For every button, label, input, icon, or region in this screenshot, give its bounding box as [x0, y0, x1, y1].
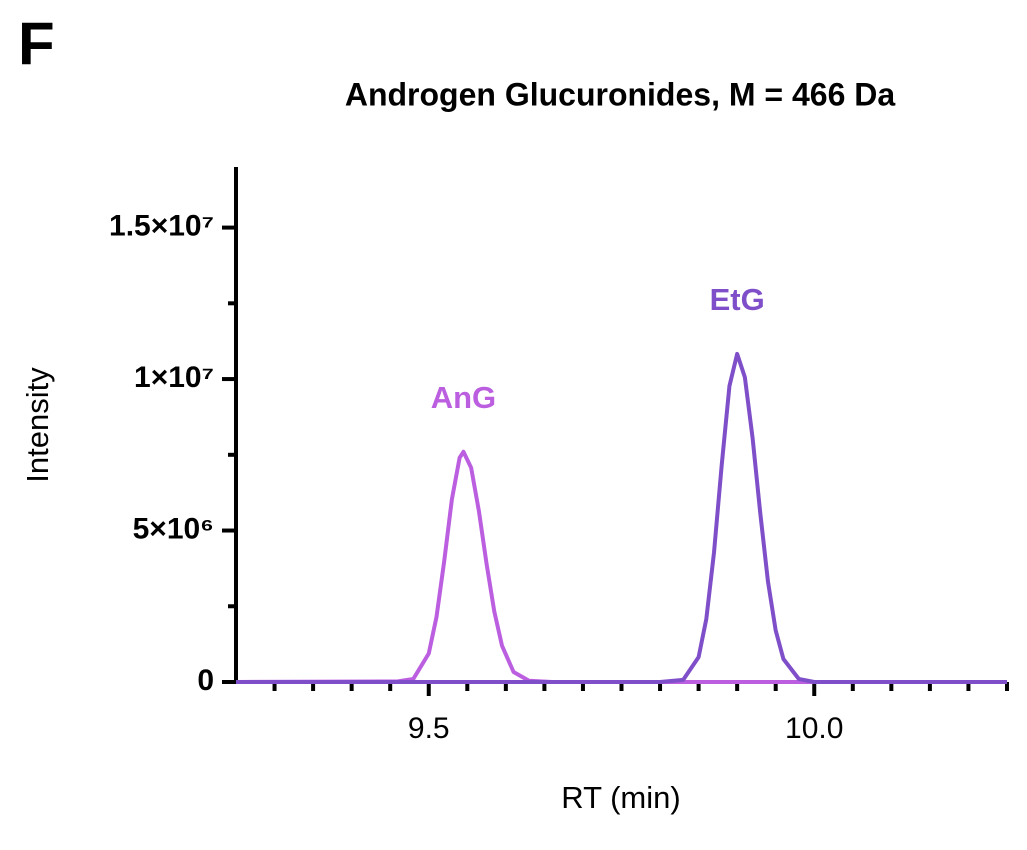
peak-line [235, 449, 1007, 684]
x-tick-label: 10.0 [785, 712, 843, 745]
y-tick-label: 0 [197, 664, 214, 697]
panel-letter: F [18, 10, 55, 77]
y-tick-label: 5×10⁶ [133, 512, 214, 545]
y-axis-label: Intensity [20, 367, 55, 483]
x-axis-label: RT (min) [561, 780, 680, 815]
peak-line [236, 351, 1007, 684]
y-tick-label: 1.5×10⁷ [109, 210, 214, 243]
x-tick-label: 9.5 [408, 712, 450, 745]
chart-title: Androgen Glucuronides, M = 466 Da [345, 76, 896, 112]
peak-label: AnG [431, 380, 496, 415]
peak-label: EtG [710, 282, 765, 317]
y-tick-label: 1×10⁷ [134, 361, 214, 394]
